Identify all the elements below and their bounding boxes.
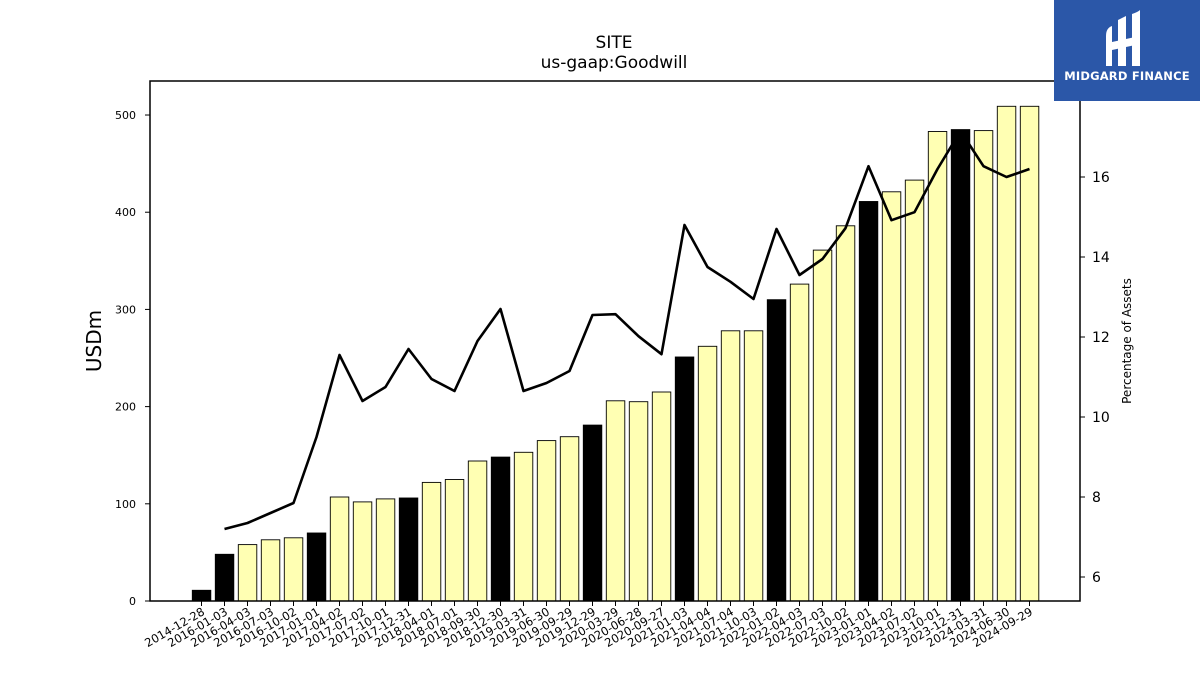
y-tick-label: 0	[129, 595, 136, 608]
bar-2023-01-01	[858, 201, 879, 602]
bar-2019-09-29	[559, 436, 580, 602]
y2-axis-label: Percentage of Assets	[1120, 278, 1134, 404]
y-tick-label: 200	[115, 401, 136, 414]
bar-2018-09-30	[467, 460, 488, 602]
bar-2016-07-03	[260, 539, 281, 602]
y2-tick-label: 14	[1092, 250, 1110, 266]
bar-2023-10-01	[927, 131, 948, 602]
bar-2014-12-28	[191, 589, 212, 602]
line-group	[224, 129, 1030, 531]
x-axis-ticks: 2014-12-282016-01-032016-04-032016-07-03…	[142, 601, 1035, 650]
chart-title: SITE	[596, 33, 633, 53]
y2-tick-label: 12	[1092, 330, 1110, 346]
y-axis-label: USDm	[82, 310, 106, 372]
bar-2022-01-02	[766, 299, 787, 602]
bar-2016-10-02	[283, 537, 304, 602]
bar-2017-12-31	[398, 497, 419, 602]
y-axis-ticks: 0 100 200 300 400 500	[115, 109, 150, 608]
y-tick-label: 400	[115, 206, 136, 219]
bar-2019-06-30	[536, 440, 557, 602]
percentage-line	[224, 129, 1030, 531]
bar-2017-04-02	[329, 496, 350, 602]
y-tick-label: 300	[115, 303, 136, 316]
brand-name: MIDGARD FINANCE	[1064, 69, 1190, 83]
bar-2018-12-30	[490, 456, 511, 602]
bar-2023-12-31	[950, 129, 971, 602]
bar-2016-04-03	[237, 544, 258, 602]
bar-2018-07-01	[444, 479, 465, 602]
bar-2024-06-30	[996, 105, 1017, 602]
bar-2018-04-01	[421, 481, 442, 602]
y-tick-label: 500	[115, 109, 136, 122]
bar-2021-04-04	[697, 345, 718, 602]
y2-axis-ticks: 6 8 10 12 14 16	[1080, 170, 1110, 586]
y2-tick-label: 6	[1092, 570, 1101, 586]
bar-2022-04-03	[789, 283, 810, 602]
bar-2016-01-03	[214, 553, 235, 602]
y-tick-label: 100	[115, 498, 136, 511]
bar-2017-01-01	[306, 532, 327, 602]
bar-2021-07-04	[720, 330, 741, 602]
bar-2020-09-27	[651, 391, 672, 602]
brand-logo: MIDGARD FINANCE	[1054, 0, 1200, 101]
bar-2023-07-02	[904, 179, 925, 602]
bar-2022-07-03	[812, 249, 833, 602]
bars-group	[191, 105, 1040, 602]
bar-2020-06-28	[628, 401, 649, 602]
bar-2019-03-31	[513, 451, 534, 602]
bar-2024-03-31	[973, 130, 994, 602]
bar-2023-04-02	[881, 191, 902, 602]
bar-2021-10-03	[743, 330, 764, 602]
bar-2022-10-02	[835, 225, 856, 602]
y2-tick-label: 8	[1092, 490, 1101, 506]
bar-2017-10-01	[375, 498, 396, 602]
bar-2024-09-29	[1019, 105, 1040, 602]
brand-mark-icon	[1106, 10, 1140, 66]
bar-2020-03-29	[605, 400, 626, 602]
chart-subtitle: us-gaap:Goodwill	[541, 53, 688, 73]
y2-tick-label: 16	[1092, 170, 1110, 186]
bar-2019-12-29	[582, 424, 603, 602]
y2-tick-label: 10	[1092, 410, 1110, 426]
bar-2017-07-02	[352, 501, 373, 602]
bar-2021-01-03	[674, 356, 695, 602]
